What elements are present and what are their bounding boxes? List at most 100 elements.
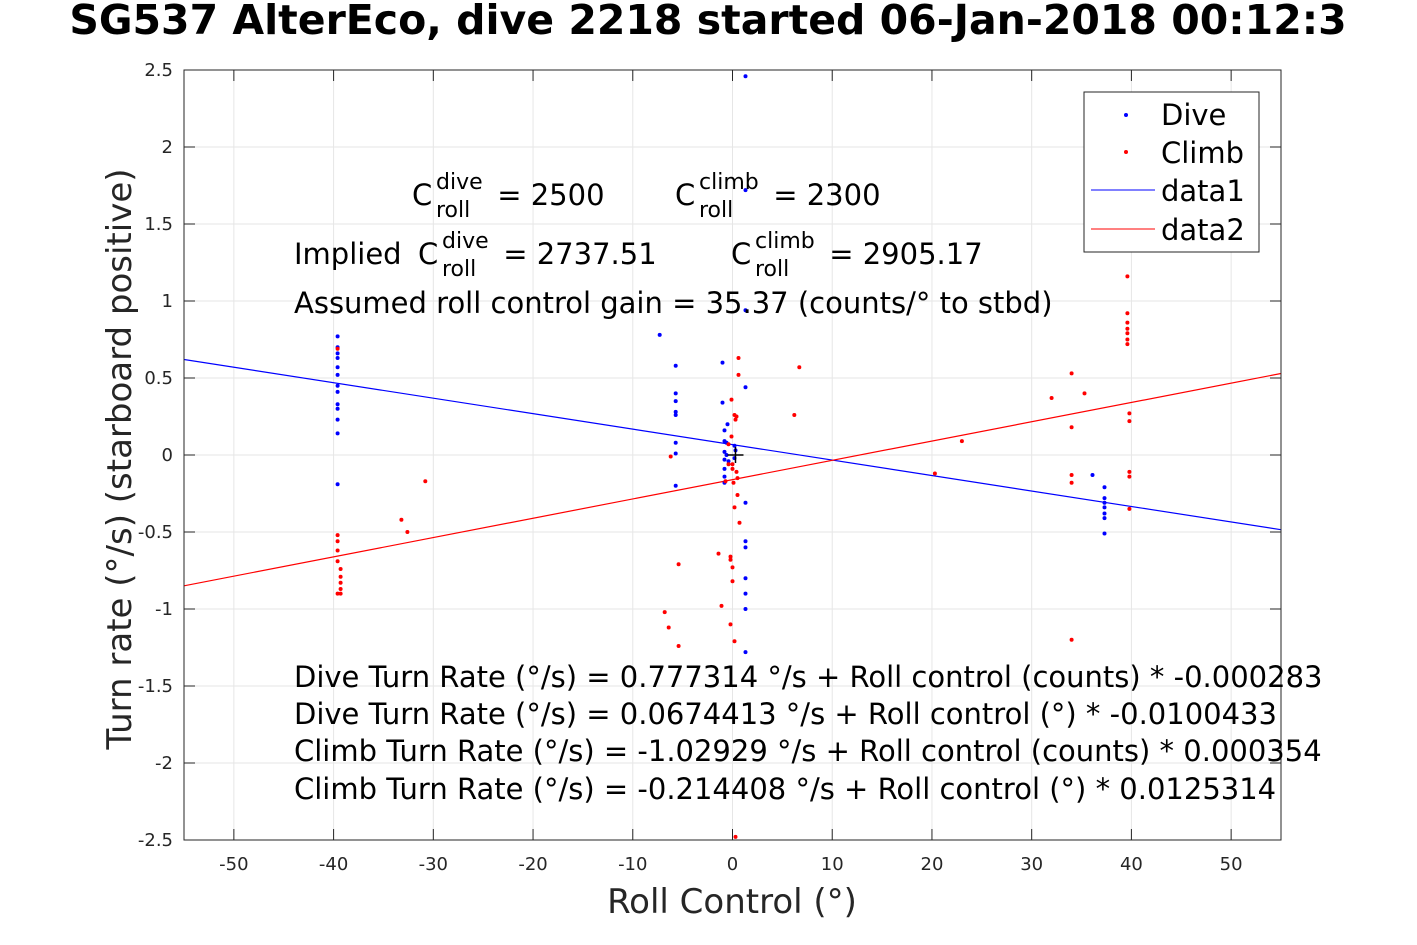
x-tick-label: -20: [518, 854, 547, 875]
climb-point: [1125, 320, 1130, 325]
y-tick-label: 2: [162, 137, 173, 158]
climb-point: [736, 356, 741, 360]
dive-point: [673, 440, 678, 445]
climb-point: [1127, 419, 1132, 424]
legend-climb-marker: [1124, 150, 1128, 154]
climb-point: [338, 591, 343, 596]
climb-point: [676, 562, 681, 567]
climb-point: [676, 644, 681, 648]
climb-point: [1127, 469, 1132, 474]
climb-point: [1127, 411, 1132, 416]
dive-point: [1102, 485, 1107, 490]
climb-point: [732, 505, 737, 510]
climb-point: [1125, 311, 1130, 316]
climb-point: [335, 548, 340, 553]
climb-point: [792, 413, 797, 417]
x-tick-label: 30: [1020, 854, 1043, 875]
c-roll-climb-value: = 2300: [764, 178, 881, 212]
dive-point: [335, 351, 340, 356]
dive-point: [743, 576, 748, 581]
legend-box: [1083, 91, 1260, 253]
dive-point: [722, 474, 727, 479]
climb-point: [1125, 337, 1130, 342]
dive-point: [1102, 496, 1107, 501]
dive-point: [743, 545, 748, 550]
implied-dive-subscript: roll: [442, 257, 476, 282]
dive-point: [732, 443, 737, 448]
dive-point: [673, 399, 678, 404]
x-tick-labels: -50 -40 -30 -20 -10 0 10 20 30 40 50: [219, 854, 1242, 875]
climb-point: [728, 557, 733, 562]
y-tick-label: 0.5: [144, 368, 173, 389]
climb-point: [668, 454, 673, 459]
dive-point: [335, 383, 340, 388]
chart-title: SG537 AlterEco, dive 2218 started 06-Jan…: [69, 0, 1346, 44]
climb-point: [734, 414, 739, 419]
c-roll-climb-superscript: climb: [699, 170, 759, 195]
climb-point: [737, 520, 742, 525]
fit-line-annotation: Climb Turn Rate (°/s) = -1.02929 °/s + R…: [294, 734, 1322, 768]
dive-point: [743, 385, 748, 390]
climb-point: [726, 442, 731, 447]
climb-point: [716, 551, 721, 556]
scatter-points: [335, 74, 1132, 839]
dive-point: [335, 356, 340, 360]
climb-point: [1125, 326, 1130, 331]
climb-point: [399, 517, 404, 522]
c-roll-climb-annotation: C climb roll = 2300: [675, 170, 881, 223]
climb-point: [1127, 506, 1132, 511]
climb-point: [335, 591, 340, 596]
x-tick-label: 20: [921, 854, 944, 875]
climb-point: [1069, 371, 1074, 376]
crosshair-marker: [727, 447, 744, 463]
climb-point: [405, 530, 410, 534]
dive-point: [1102, 531, 1107, 536]
fit-line-annotation: Climb Turn Rate (°/s) = -0.214408 °/s + …: [294, 772, 1276, 806]
climb-point: [338, 580, 343, 585]
climb-point: [1125, 342, 1130, 347]
dive-point: [726, 459, 731, 464]
dive-point: [335, 389, 340, 394]
y-tick-label: -2: [155, 753, 173, 774]
x-tick-label: 50: [1220, 854, 1243, 875]
dive-point: [720, 400, 725, 405]
x-tick-label: -50: [219, 854, 248, 875]
x-tick-label: 40: [1120, 854, 1143, 875]
fit-lines: [184, 358, 1281, 587]
climb-point: [1125, 331, 1130, 336]
implied-dive-value: = 2737.51: [494, 237, 657, 271]
legend: Dive Climb data1 data2: [1083, 91, 1260, 253]
dive-point: [673, 483, 678, 488]
climb-point: [732, 639, 737, 644]
climb-point: [735, 493, 740, 497]
climb-point: [666, 625, 671, 630]
implied-dive-superscript: dive: [442, 229, 489, 254]
x-tick-label: -40: [319, 854, 348, 875]
dive-point: [722, 457, 727, 462]
climb-point: [733, 417, 738, 422]
climb-point: [730, 462, 735, 467]
dive-point: [335, 482, 340, 487]
dive-point: [743, 188, 748, 193]
c-roll-climb-symbol: C: [675, 178, 695, 212]
climb-point: [335, 346, 340, 351]
climb-point: [730, 565, 735, 570]
y-tick-label: -1.5: [138, 676, 173, 697]
climb-point: [662, 610, 667, 615]
dive-point: [743, 607, 748, 611]
dive-point: [743, 650, 748, 655]
fit-line-annotation: Dive Turn Rate (°/s) = 0.777314 °/s + Ro…: [294, 660, 1322, 694]
y-tick-label: -0.5: [138, 522, 173, 543]
dive-point: [743, 591, 748, 596]
y-tick-label: 1: [162, 291, 173, 312]
dive-point: [722, 428, 727, 433]
y-tick-labels: -2.5 -2 -1.5 -1 -0.5 0 0.5 1 1.5 2 2.5: [138, 60, 173, 851]
dive-point: [1090, 473, 1095, 477]
climb-point: [335, 533, 340, 538]
climb-point: [423, 479, 428, 484]
climb-point: [1069, 480, 1074, 485]
climb-point: [1069, 473, 1074, 477]
dive-point: [335, 334, 340, 339]
legend-data1-label: data1: [1161, 174, 1245, 208]
climb-point: [726, 462, 731, 467]
